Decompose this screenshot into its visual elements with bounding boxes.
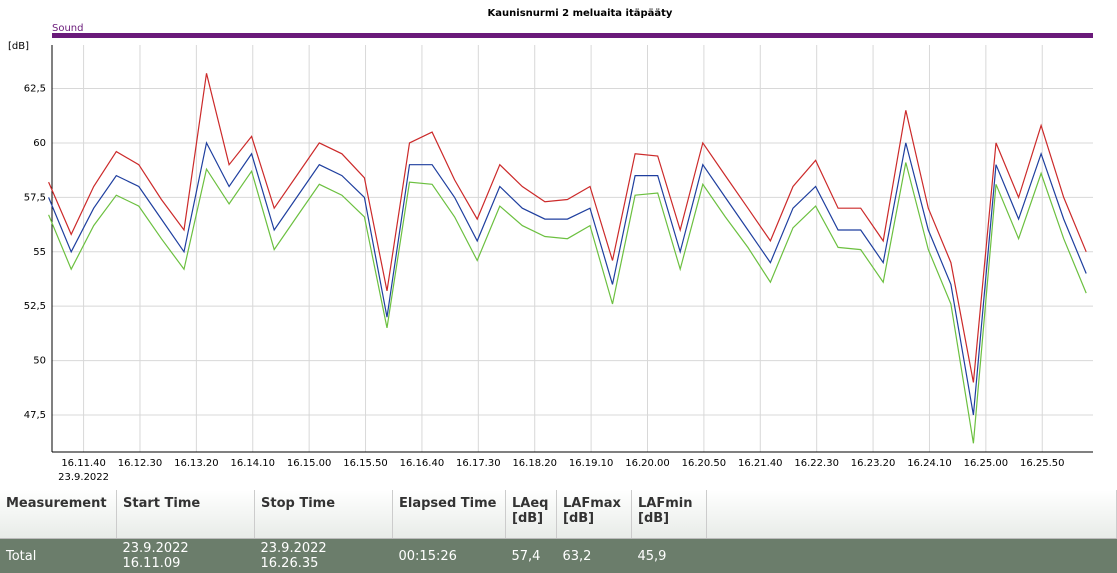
table-cell: 57,4 [506,539,557,573]
page: Kaunisnurmi 2 meluaita itäpääty Sound [d… [0,0,1117,560]
x-tick-label: 16.14.10 [230,458,275,469]
column-header: Start Time [117,490,255,539]
data-line [49,73,1087,382]
x-tick-label: 16.19.10 [569,458,614,469]
data-line [49,143,1087,415]
y-tick-label: 47,5 [24,410,46,421]
x-tick-label: 16.20.50 [682,458,727,469]
legend-label: Sound [52,23,84,34]
column-header: Stop Time [255,490,393,539]
chart: Kaunisnurmi 2 meluaita itäpääty Sound [d… [0,0,1117,488]
table-cell: 23.9.2022 16.11.09 [117,539,255,573]
x-tick-label: 16.18.20 [512,458,557,469]
header-filler [707,490,1117,539]
y-axis-label: [dB] [8,41,29,52]
x-tick-label: 16.25.00 [964,458,1009,469]
x-tick-label: 16.11.40 [61,458,106,469]
table-cell: 63,2 [557,539,632,573]
x-date-label: 23.9.2022 [58,472,109,483]
column-header: LAeq [dB] [506,490,557,539]
chart-title: Kaunisnurmi 2 meluaita itäpääty [488,8,673,19]
x-tick-label: 16.17.30 [456,458,501,469]
x-tick-label: 16.12.30 [118,458,163,469]
y-tick-label: 62,5 [24,84,46,95]
table-cell: Total [0,539,117,573]
x-tick-label: 16.25.50 [1020,458,1065,469]
x-tick-label: 16.22.30 [794,458,839,469]
x-tick-label: 16.15.00 [287,458,332,469]
x-tick-label: 16.20.00 [625,458,670,469]
y-tick-label: 60 [33,138,46,149]
row-filler [707,539,1117,573]
y-tick-label: 50 [33,356,46,367]
data-line [49,163,1087,444]
column-header: LAFmin [dB] [632,490,707,539]
x-tick-label: 16.23.20 [851,458,896,469]
table-cell: 45,9 [632,539,707,573]
legend-bar [52,33,1093,38]
y-tick-label: 52,5 [24,301,46,312]
x-tick-label: 16.15.50 [343,458,388,469]
x-tick-label: 16.24.10 [907,458,952,469]
column-header: LAFmax [dB] [557,490,632,539]
x-tick-label: 16.13.20 [174,458,219,469]
table-cell: 00:15:26 [393,539,506,573]
column-header: Elapsed Time [393,490,506,539]
x-tick-label: 16.16.40 [400,458,445,469]
y-tick-label: 57,5 [24,192,46,203]
y-tick-label: 55 [33,247,46,258]
table-cell: 23.9.2022 16.26.35 [255,539,393,573]
column-header: Measurement [0,490,117,539]
x-tick-label: 16.21.40 [738,458,783,469]
